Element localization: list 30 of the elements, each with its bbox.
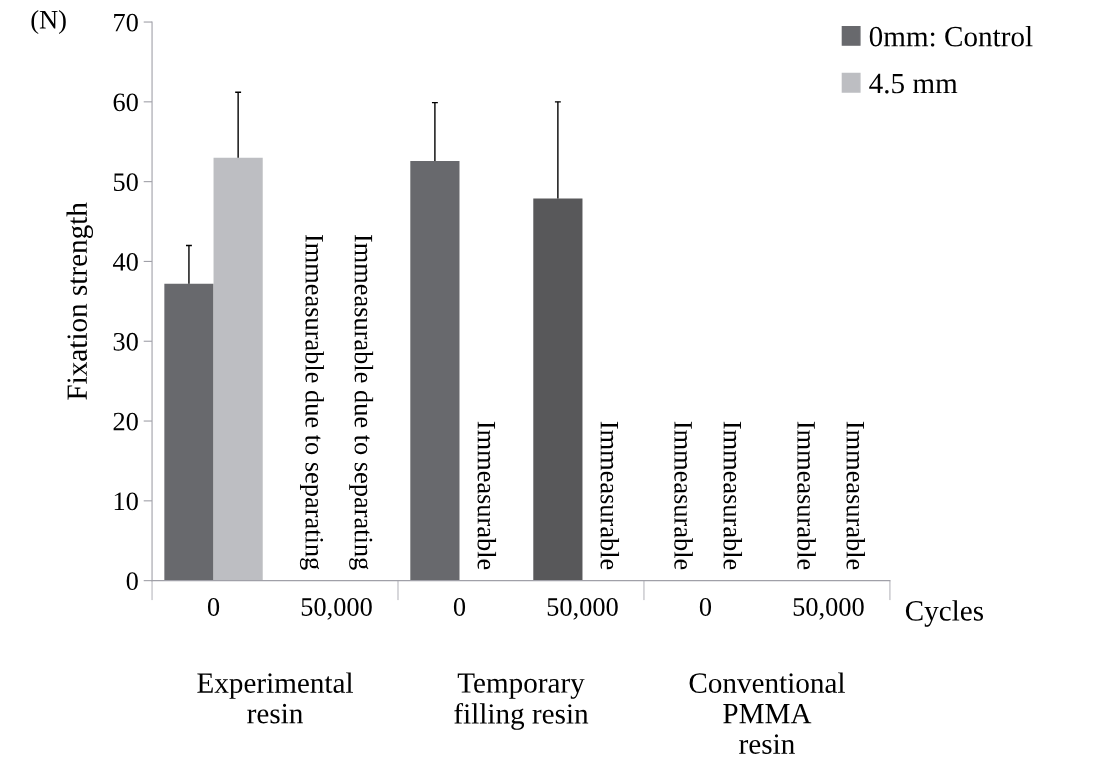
text: (N) <box>31 10 66 35</box>
text: Immeasurable <box>674 421 693 570</box>
x-tick-label: 50,000 <box>301 598 372 620</box>
legend-label: 4.5 mm <box>869 73 958 94</box>
y-tick-label: 50 <box>114 173 138 192</box>
text: Immeasurable <box>846 421 865 570</box>
y-tick-label: 40 <box>112 253 138 271</box>
text: Conventional PMMA resin <box>689 672 845 754</box>
text: Immeasurable due to separating <box>299 234 324 570</box>
text: Immeasurable <box>797 421 816 570</box>
y-axis-title: Fixation strength <box>66 202 94 400</box>
text: Immeasurable due to separating <box>349 234 374 570</box>
text: Immeasurable <box>600 421 620 570</box>
legend-label: 0mm: Control <box>869 25 1033 47</box>
x-tick-label: 0 <box>699 598 712 616</box>
text: Experimental resin <box>197 672 353 724</box>
x-axis-title: Cycles <box>905 600 984 627</box>
y-tick-label: 30 <box>113 332 138 351</box>
y-tick-label: 60 <box>113 93 138 112</box>
x-tick-label: 50,000 <box>547 598 618 620</box>
text: Temporary filling resin <box>454 673 589 730</box>
y-tick-label: 0 <box>126 572 138 591</box>
text: Immeasurable <box>477 421 497 570</box>
text: Immeasurable <box>723 421 743 570</box>
y-tick-label: 70 <box>114 13 138 32</box>
x-tick-label: 50,000 <box>793 598 864 620</box>
y-tick-label: 20 <box>113 412 138 431</box>
x-tick-label: 0 <box>207 598 220 616</box>
y-tick-label: 10 <box>114 492 138 511</box>
x-tick-label: 0 <box>453 598 466 616</box>
